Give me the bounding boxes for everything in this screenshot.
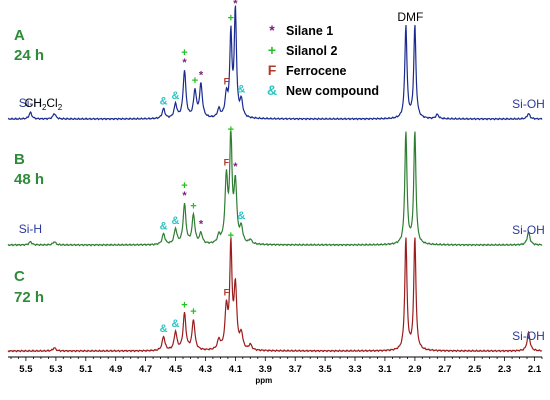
x-tick-label: 2.3 (498, 364, 511, 375)
legend-label: New compound (286, 84, 379, 98)
peak-marker: + (190, 306, 196, 318)
x-axis-title: ppm (255, 376, 272, 385)
peak-marker: + (181, 47, 187, 59)
panel-time-a: 24 h (14, 47, 44, 64)
x-tick-label: 3.3 (348, 364, 361, 375)
peak-marker: + (228, 230, 234, 242)
peak-marker: & (172, 90, 180, 102)
panel-letter-b: B (14, 151, 25, 168)
x-tick-label: 5.3 (49, 364, 62, 375)
peak-marker: & (172, 215, 180, 227)
peak-label: DMF (397, 10, 423, 24)
x-tick-label: 4.3 (199, 364, 212, 375)
x-tick-label: 3.1 (378, 364, 392, 375)
peak-label: CH2Cl2 (25, 96, 63, 112)
x-tick-label: 5.1 (79, 364, 93, 375)
x-tick-label: 3.9 (259, 364, 272, 375)
panel-letter-a: A (14, 27, 25, 44)
panel-letter-c: C (14, 268, 25, 285)
x-tick-label: 4.7 (139, 364, 152, 375)
x-tick-label: 4.9 (109, 364, 122, 375)
legend-symbol: * (269, 22, 275, 38)
peak-marker: + (190, 200, 196, 212)
x-tick-label: 2.1 (528, 364, 542, 375)
peak-marker: F (224, 288, 230, 298)
peak-marker: * (199, 219, 204, 231)
x-tick-label: 2.7 (438, 364, 451, 375)
x-tick-label: 2.5 (468, 364, 482, 375)
x-tick-label: 4.1 (229, 364, 243, 375)
peak-label: Si-OH (512, 223, 545, 237)
peak-marker: * (199, 70, 204, 82)
peak-marker: * (233, 0, 238, 10)
x-tick-label: 3.5 (318, 364, 332, 375)
peak-marker: + (192, 75, 198, 87)
peak-label: Si-OH (512, 329, 545, 343)
peak-marker: & (237, 210, 245, 222)
peak-marker: * (233, 161, 238, 173)
panel-time-b: 48 h (14, 171, 44, 188)
peak-marker: + (228, 124, 234, 136)
legend-label: Silanol 2 (286, 44, 337, 58)
legend-symbol: + (268, 42, 276, 58)
peak-marker: F (224, 76, 230, 86)
peak-label: Si-H (19, 96, 42, 110)
legend-symbol: & (267, 82, 277, 98)
peak-marker: + (181, 180, 187, 192)
legend-label: Ferrocene (286, 64, 346, 78)
x-tick-label: 4.5 (169, 364, 183, 375)
x-tick-label: 3.7 (289, 364, 302, 375)
peak-label: Si-H (19, 222, 42, 236)
peak-marker: * (182, 57, 187, 69)
legend-label: Silane 1 (286, 24, 333, 38)
x-tick-label: 5.5 (19, 364, 33, 375)
legend-symbol: F (268, 62, 277, 78)
peak-marker: + (228, 13, 234, 25)
peak-marker: F (224, 158, 230, 168)
peak-marker: & (160, 323, 168, 335)
peak-marker: & (237, 84, 245, 96)
spectrum-line-c (7, 237, 543, 353)
x-tick-label: 2.9 (408, 364, 421, 375)
peak-marker: & (160, 220, 168, 232)
spectrum-line-b (7, 131, 543, 247)
panel-time-c: 72 h (14, 289, 44, 306)
spectrum-line-a (7, 5, 543, 121)
peak-label: Si-OH (512, 97, 545, 111)
peak-marker: * (182, 190, 187, 202)
peak-marker: & (172, 318, 180, 330)
peak-marker: & (160, 96, 168, 108)
peak-marker: + (181, 299, 187, 311)
